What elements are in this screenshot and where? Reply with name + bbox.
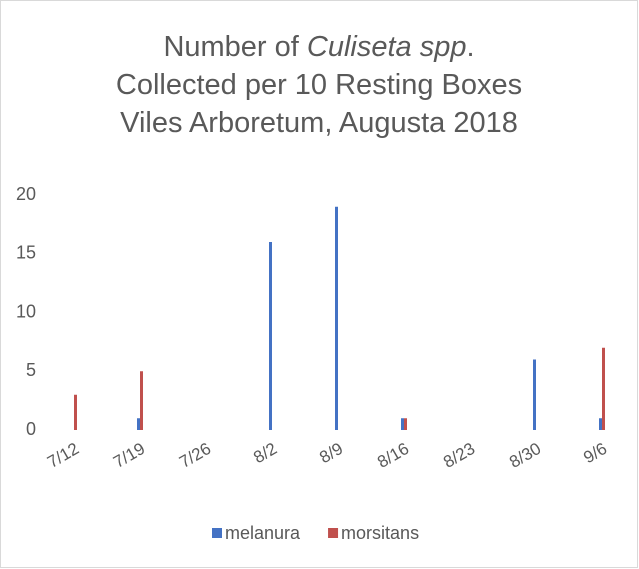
- title-run: Collected per 10 Resting Boxes: [116, 69, 522, 101]
- bar: [533, 359, 536, 430]
- bar: [269, 242, 272, 430]
- chart-title: Collected per 10 Resting Boxes: [116, 69, 522, 101]
- bar: [599, 418, 602, 430]
- title-run: Viles Arboretum, Augusta 2018: [120, 107, 518, 139]
- bar: [74, 394, 77, 430]
- chart-title: Number of Culiseta spp.: [163, 31, 474, 63]
- title-run: .: [466, 31, 474, 63]
- bar: [404, 418, 407, 430]
- title-run: Number of: [163, 31, 306, 63]
- bar: [401, 418, 404, 430]
- legend-swatch: [212, 528, 222, 538]
- legend-label: morsitans: [341, 523, 419, 543]
- y-tick-label: 15: [16, 243, 36, 263]
- bar: [335, 206, 338, 430]
- y-tick-label: 10: [16, 301, 36, 321]
- bar: [137, 418, 140, 430]
- title-run: Culiseta spp: [307, 31, 467, 63]
- legend-label: melanura: [225, 523, 301, 543]
- legend-swatch: [328, 528, 339, 538]
- y-tick-label: 5: [26, 360, 36, 380]
- y-tick-label: 20: [16, 184, 36, 204]
- chart-title: Viles Arboretum, Augusta 2018: [120, 107, 518, 139]
- bar: [140, 371, 143, 430]
- y-tick-label: 0: [26, 419, 36, 439]
- bar: [602, 347, 605, 430]
